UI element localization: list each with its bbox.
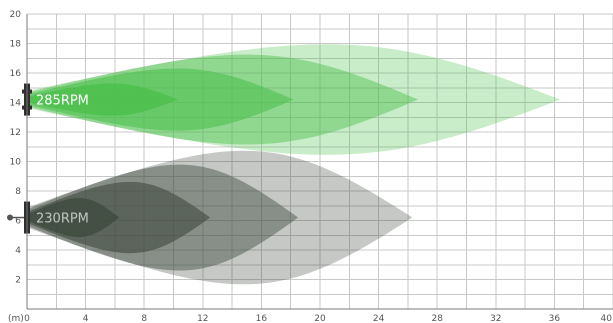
x-tick-label: 4 — [83, 314, 89, 323]
spray-zone — [27, 83, 178, 116]
spray-zone — [27, 197, 120, 238]
y-tick-label: 4 — [15, 246, 21, 256]
grid — [27, 13, 613, 309]
y-tick-label: 6 — [15, 217, 21, 227]
x-tick-label: 40 — [601, 314, 613, 323]
x-tick-label: 32 — [490, 314, 501, 323]
y-tick-label: 12 — [10, 128, 21, 138]
x-tick-label: 28 — [431, 314, 443, 323]
y-tick-label: 20 — [10, 10, 22, 20]
y-tick-label: 14 — [10, 99, 22, 109]
y-tick-label: 2 — [15, 276, 21, 286]
y-tick-label: 8 — [15, 187, 21, 197]
series-label: 285RPM — [36, 94, 89, 109]
series-layer — [7, 44, 561, 285]
x-tick-label: 16 — [256, 314, 268, 323]
series-label: 230RPM — [36, 212, 89, 227]
x-tick-label: 0 — [24, 314, 30, 323]
x-tick-label: 20 — [314, 314, 326, 323]
y-tick-label: 10 — [10, 158, 22, 168]
x-tick-label: 36 — [549, 314, 561, 323]
x-tick-label: 12 — [197, 314, 208, 323]
y-tick-label: 16 — [10, 69, 22, 79]
x-tick-label: 8 — [141, 314, 147, 323]
x-tick-label: 24 — [373, 314, 385, 323]
series-230RPM — [7, 150, 413, 285]
pipe-end-icon — [7, 214, 13, 221]
x-unit-label: (m) — [8, 314, 24, 323]
series-285RPM — [22, 44, 561, 155]
y-tick-label: 18 — [10, 40, 22, 50]
labels: 285RPM 230RPM — [36, 94, 89, 227]
